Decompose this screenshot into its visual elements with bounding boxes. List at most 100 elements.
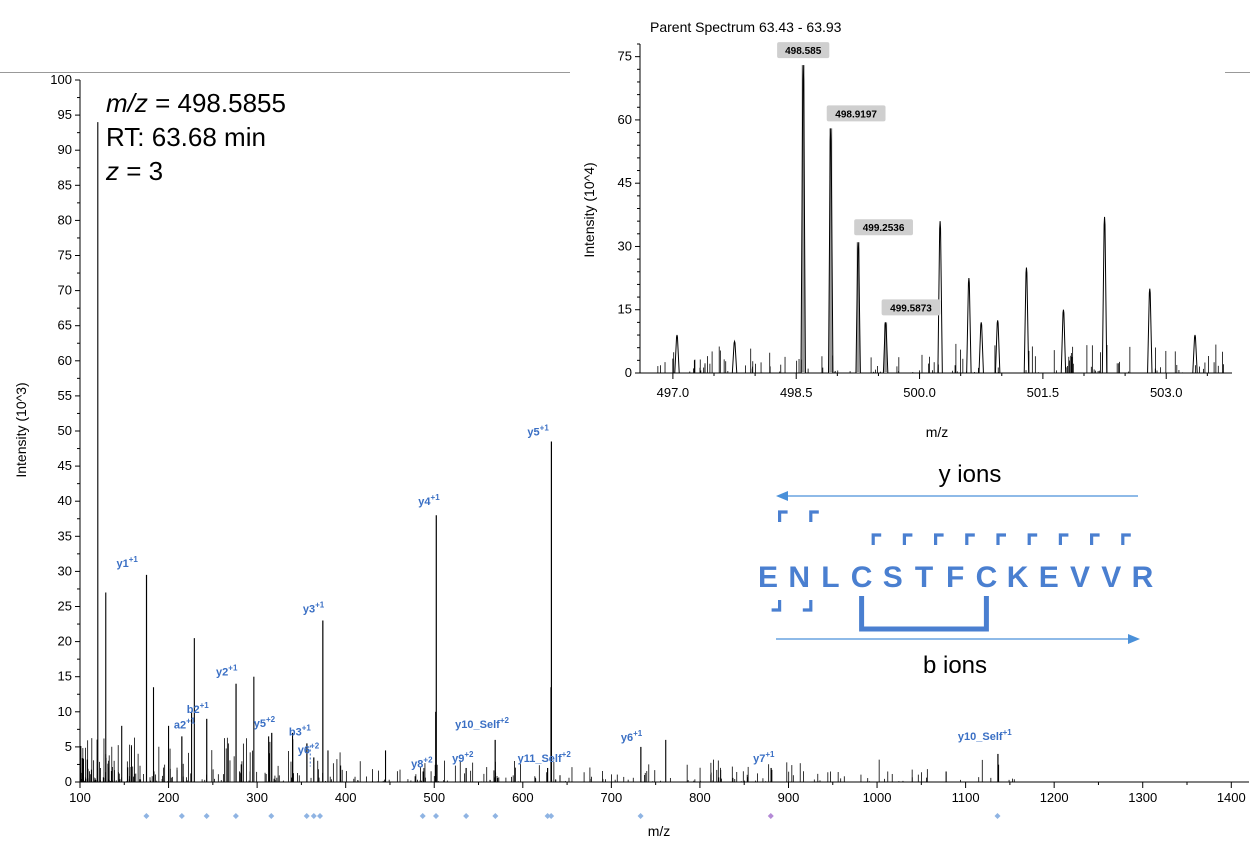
residue-f: F <box>946 561 964 594</box>
inset-peak <box>731 339 738 374</box>
ion-match-diamond <box>637 813 644 819</box>
main-x-tick-label: 100 <box>69 790 91 805</box>
main-y-tick-label: 95 <box>58 107 72 122</box>
y-ion-bracket <box>809 510 819 522</box>
y-ion-bracket <box>996 533 1006 545</box>
main-x-tick-label: 200 <box>158 790 180 805</box>
ion-label: y8+2 <box>411 755 433 770</box>
main-x-tick-label: 1300 <box>1128 790 1157 805</box>
main-x-tick-label: 800 <box>689 790 711 805</box>
y-ion-bracket <box>902 533 913 545</box>
residue-s: S <box>883 561 903 594</box>
residue-t: T <box>915 561 933 594</box>
main-y-tick-label: 75 <box>58 248 72 263</box>
main-x-tick-label: 400 <box>335 790 357 805</box>
main-x-tick-label: 900 <box>778 790 800 805</box>
y-ions-label: y ions <box>939 461 1002 488</box>
inset-peak <box>994 320 1001 374</box>
residue-v: V <box>1101 561 1121 594</box>
y-ion-bracket <box>1027 533 1038 545</box>
inset-highlighted-peak <box>829 128 833 373</box>
ion-label: y5+1 <box>527 424 549 439</box>
main-y-tick-label: 5 <box>65 739 72 754</box>
ion-match-diamond <box>544 813 551 819</box>
retention-time-annotation: RT: 63.68 min <box>106 122 266 152</box>
main-x-tick-label: 1200 <box>1040 790 1069 805</box>
main-y-tick-label: 15 <box>58 669 72 684</box>
inset-y-tick-label: 0 <box>625 365 632 380</box>
inset-highlighted-peak <box>884 322 888 373</box>
charge-state-annotation: z = 3 <box>105 156 163 186</box>
inset-y-tick-label: 30 <box>618 238 632 253</box>
b-ion-bracket <box>802 600 813 612</box>
parent-spectrum-chart: Parent Spectrum 63.43 - 63.93 0 15 30 45 60 7… <box>581 19 1232 440</box>
inset-labeled-peak <box>800 65 806 374</box>
peak-label-box <box>881 299 941 316</box>
inset-y-axis-label: Intensity (10^4) <box>581 162 597 257</box>
matched-ion-markers <box>143 813 1001 819</box>
main-y-tick-label: 10 <box>58 704 72 719</box>
ion-match-diamond <box>178 813 185 819</box>
ion-label: a2+1 <box>174 716 196 731</box>
ion-label: y1+1 <box>117 555 139 570</box>
ion-match-diamond <box>310 813 317 819</box>
main-y-tick-label: 45 <box>58 458 72 473</box>
residue-v: V <box>1070 561 1090 594</box>
inset-peak <box>1023 267 1030 374</box>
main-y-tick-label: 20 <box>58 634 72 649</box>
inset-peak <box>1101 216 1108 374</box>
inset-peak <box>1147 288 1153 374</box>
b-ion-bracket <box>771 600 782 612</box>
inset-x-tick-label: 497.0 <box>657 385 690 400</box>
inset-peak <box>1192 334 1198 374</box>
inset-x-tick-label: 500.0 <box>903 385 936 400</box>
ion-label: y4+1 <box>418 493 440 508</box>
ion-match-diamond <box>994 813 1001 819</box>
main-y-tick-label: 35 <box>58 528 72 543</box>
ion-label: y3+1 <box>303 601 325 616</box>
y-ion-bracket <box>965 533 975 545</box>
inset-x-tick-label: 501.5 <box>1027 385 1060 400</box>
inset-highlighted-peak <box>856 242 860 373</box>
ion-label: y11_Self+2 <box>518 750 572 765</box>
main-x-tick-label: 700 <box>601 790 623 805</box>
main-x-tick-label: 300 <box>246 790 268 805</box>
inset-labeled-peak <box>855 242 861 374</box>
ion-label: y10_Self+1 <box>958 728 1012 743</box>
residue-n: N <box>788 561 810 594</box>
b-ions-arrowhead <box>1128 634 1140 644</box>
y-ion-bracket <box>1090 533 1100 545</box>
ion-match-diamond <box>548 813 555 819</box>
ion-match-diamond <box>232 813 239 819</box>
peak-label: 498.9197 <box>835 109 877 120</box>
ion-label: y5+2 <box>254 715 276 730</box>
ion-match-diamond <box>268 813 275 819</box>
ion-match-diamond <box>143 813 150 819</box>
ion-match-diamond <box>767 813 774 819</box>
main-y-tick-label: 55 <box>58 388 72 403</box>
main-x-tick-label: 1100 <box>952 790 980 805</box>
inset-y-tick-label: 60 <box>618 112 632 127</box>
y-ion-bracket <box>934 533 944 545</box>
inset-y-tick-label: 15 <box>618 302 632 317</box>
fragment-brackets <box>771 510 1131 612</box>
inset-y-ticks: 0 15 30 45 60 75 <box>618 43 640 380</box>
main-y-tick-label: 25 <box>58 599 72 614</box>
ion-match-diamond <box>419 813 426 819</box>
main-y-tick-label: 85 <box>58 177 72 192</box>
ion-match-diamond <box>463 813 470 819</box>
main-y-tick-label: 70 <box>58 283 72 298</box>
ion-match-diamond <box>203 813 210 819</box>
main-y-tick-label: 80 <box>58 212 72 227</box>
peak-label-box <box>777 42 830 59</box>
inset-title: Parent Spectrum 63.43 - 63.93 <box>650 19 842 35</box>
inset-x-ticks: 497.0 498.5 500.0 501.5 503.0 <box>657 373 1208 400</box>
ion-label: y10_Self+2 <box>455 716 509 731</box>
ion-label: b3+1 <box>289 723 312 738</box>
y-ions-arrowhead <box>776 491 788 501</box>
residue-c: C <box>976 561 998 594</box>
main-y-ticks: 0 5 10 15 20 25 30 35 40 45 50 55 60 65 70 75 80 85 90 95 10… <box>50 72 80 789</box>
msms-spectrum-chart: 0 5 10 15 20 25 30 35 40 45 50 55 60 65 70 75 80 85 90 95 10… <box>13 72 1249 839</box>
